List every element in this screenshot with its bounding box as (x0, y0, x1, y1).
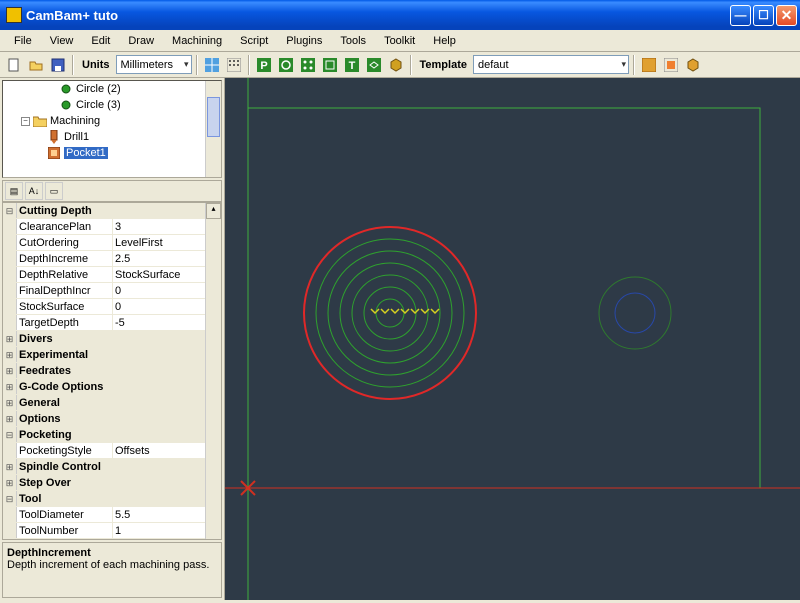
property-category[interactable]: ⊞Feedrates (3, 363, 205, 379)
tree-item[interactable]: Drill1 (3, 129, 221, 145)
property-row[interactable]: DepthIncreme2.5 (3, 251, 205, 267)
alpha-sort-icon[interactable]: A↓ (25, 182, 43, 200)
project-tree[interactable]: Circle (2)Circle (3)−MachiningDrill1Pock… (2, 80, 222, 178)
tree-item[interactable]: Pocket1 (3, 145, 221, 161)
sim-icon[interactable] (661, 55, 681, 75)
menu-edit[interactable]: Edit (83, 33, 118, 49)
new-file-icon[interactable] (4, 55, 24, 75)
maximize-button[interactable]: ☐ (753, 5, 774, 26)
units-combo[interactable]: Millimeters (116, 55, 192, 74)
toolbar: Units Millimeters P T Template defaut (0, 52, 800, 78)
property-category[interactable]: ⊞Divers (3, 331, 205, 347)
svg-text:P: P (260, 60, 267, 72)
mop-t-icon[interactable]: T (342, 55, 362, 75)
menubar: FileViewEditDrawMachiningScriptPluginsTo… (0, 30, 800, 52)
mop-p-icon[interactable]: P (254, 55, 274, 75)
property-help: DepthIncrement Depth increment of each m… (2, 542, 222, 598)
tree-scrollbar[interactable] (205, 81, 221, 177)
menu-draw[interactable]: Draw (120, 33, 162, 49)
property-toolbar: ▤ A↓ ▭ (2, 180, 222, 202)
circle-icon (59, 82, 73, 96)
template-combo[interactable]: defaut (473, 55, 629, 74)
property-row[interactable]: CutOrderingLevelFirst (3, 235, 205, 251)
titlebar: CamBam+ tuto — ☐ ✕ (0, 0, 800, 30)
menu-machining[interactable]: Machining (164, 33, 230, 49)
pocket-icon (47, 146, 61, 160)
property-category[interactable]: ⊟Tool (3, 491, 205, 507)
property-row[interactable]: StockSurface0 (3, 299, 205, 315)
save-file-icon[interactable] (48, 55, 68, 75)
render-icon[interactable] (683, 55, 703, 75)
mop-3d-icon[interactable] (364, 55, 384, 75)
drawing-canvas[interactable] (225, 78, 800, 600)
mop-e-icon[interactable] (320, 55, 340, 75)
menu-plugins[interactable]: Plugins (278, 33, 330, 49)
folder-icon (33, 114, 47, 128)
circle-icon (59, 98, 73, 112)
categorized-icon[interactable]: ▤ (5, 182, 23, 200)
property-row[interactable]: DepthRelativeStockSurface (3, 267, 205, 283)
property-category[interactable]: ⊟Cutting Depth (3, 203, 205, 219)
property-category[interactable]: ⊞G-Code Options (3, 379, 205, 395)
property-category[interactable]: ⊞Experimental (3, 347, 205, 363)
open-file-icon[interactable] (26, 55, 46, 75)
property-row[interactable]: ToolDiameter5.5 (3, 507, 205, 523)
svg-text:T: T (348, 60, 355, 72)
property-grid[interactable]: ⊟Cutting DepthClearancePlan3CutOrderingL… (2, 202, 222, 540)
menu-script[interactable]: Script (232, 33, 276, 49)
mop-cube-icon[interactable] (386, 55, 406, 75)
snap-icon[interactable] (224, 55, 244, 75)
menu-tools[interactable]: Tools (332, 33, 374, 49)
property-category[interactable]: ⊞Options (3, 411, 205, 427)
tree-item[interactable]: Circle (3) (3, 97, 221, 113)
drill-icon (47, 130, 61, 144)
menu-help[interactable]: Help (425, 33, 464, 49)
propgrid-scrollbar[interactable]: ▴ (205, 203, 221, 539)
menu-view[interactable]: View (42, 33, 82, 49)
left-panel: Circle (2)Circle (3)−MachiningDrill1Pock… (0, 78, 225, 600)
property-row[interactable]: ClearancePlan3 (3, 219, 205, 235)
property-category[interactable]: ⊞Step Over (3, 475, 205, 491)
grid-icon[interactable] (202, 55, 222, 75)
menu-toolkit[interactable]: Toolkit (376, 33, 423, 49)
mop-o-icon[interactable] (276, 55, 296, 75)
property-row[interactable]: FinalDepthIncr0 (3, 283, 205, 299)
template-label: Template (420, 59, 467, 71)
property-row[interactable]: PocketingStyleOffsets (3, 443, 205, 459)
mop-d-icon[interactable] (298, 55, 318, 75)
property-category[interactable]: ⊞Spindle Control (3, 459, 205, 475)
close-button[interactable]: ✕ (776, 5, 797, 26)
property-category[interactable]: ⊞General (3, 395, 205, 411)
property-row[interactable]: TargetDepth-5 (3, 315, 205, 331)
units-label: Units (82, 59, 110, 71)
tree-item[interactable]: Circle (2) (3, 81, 221, 97)
property-category[interactable]: ⊟Pocketing (3, 427, 205, 443)
gcode-icon[interactable] (639, 55, 659, 75)
menu-file[interactable]: File (6, 33, 40, 49)
tree-item[interactable]: −Machining (3, 113, 221, 129)
minimize-button[interactable]: — (730, 5, 751, 26)
window-title: CamBam+ tuto (26, 8, 730, 23)
property-row[interactable]: ToolNumber1 (3, 523, 205, 539)
props-extra-icon[interactable]: ▭ (45, 182, 63, 200)
app-icon (6, 7, 22, 23)
